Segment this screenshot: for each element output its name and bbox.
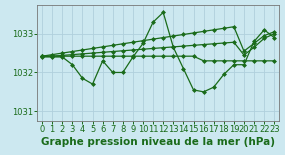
X-axis label: Graphe pression niveau de la mer (hPa): Graphe pression niveau de la mer (hPa)	[41, 137, 275, 147]
